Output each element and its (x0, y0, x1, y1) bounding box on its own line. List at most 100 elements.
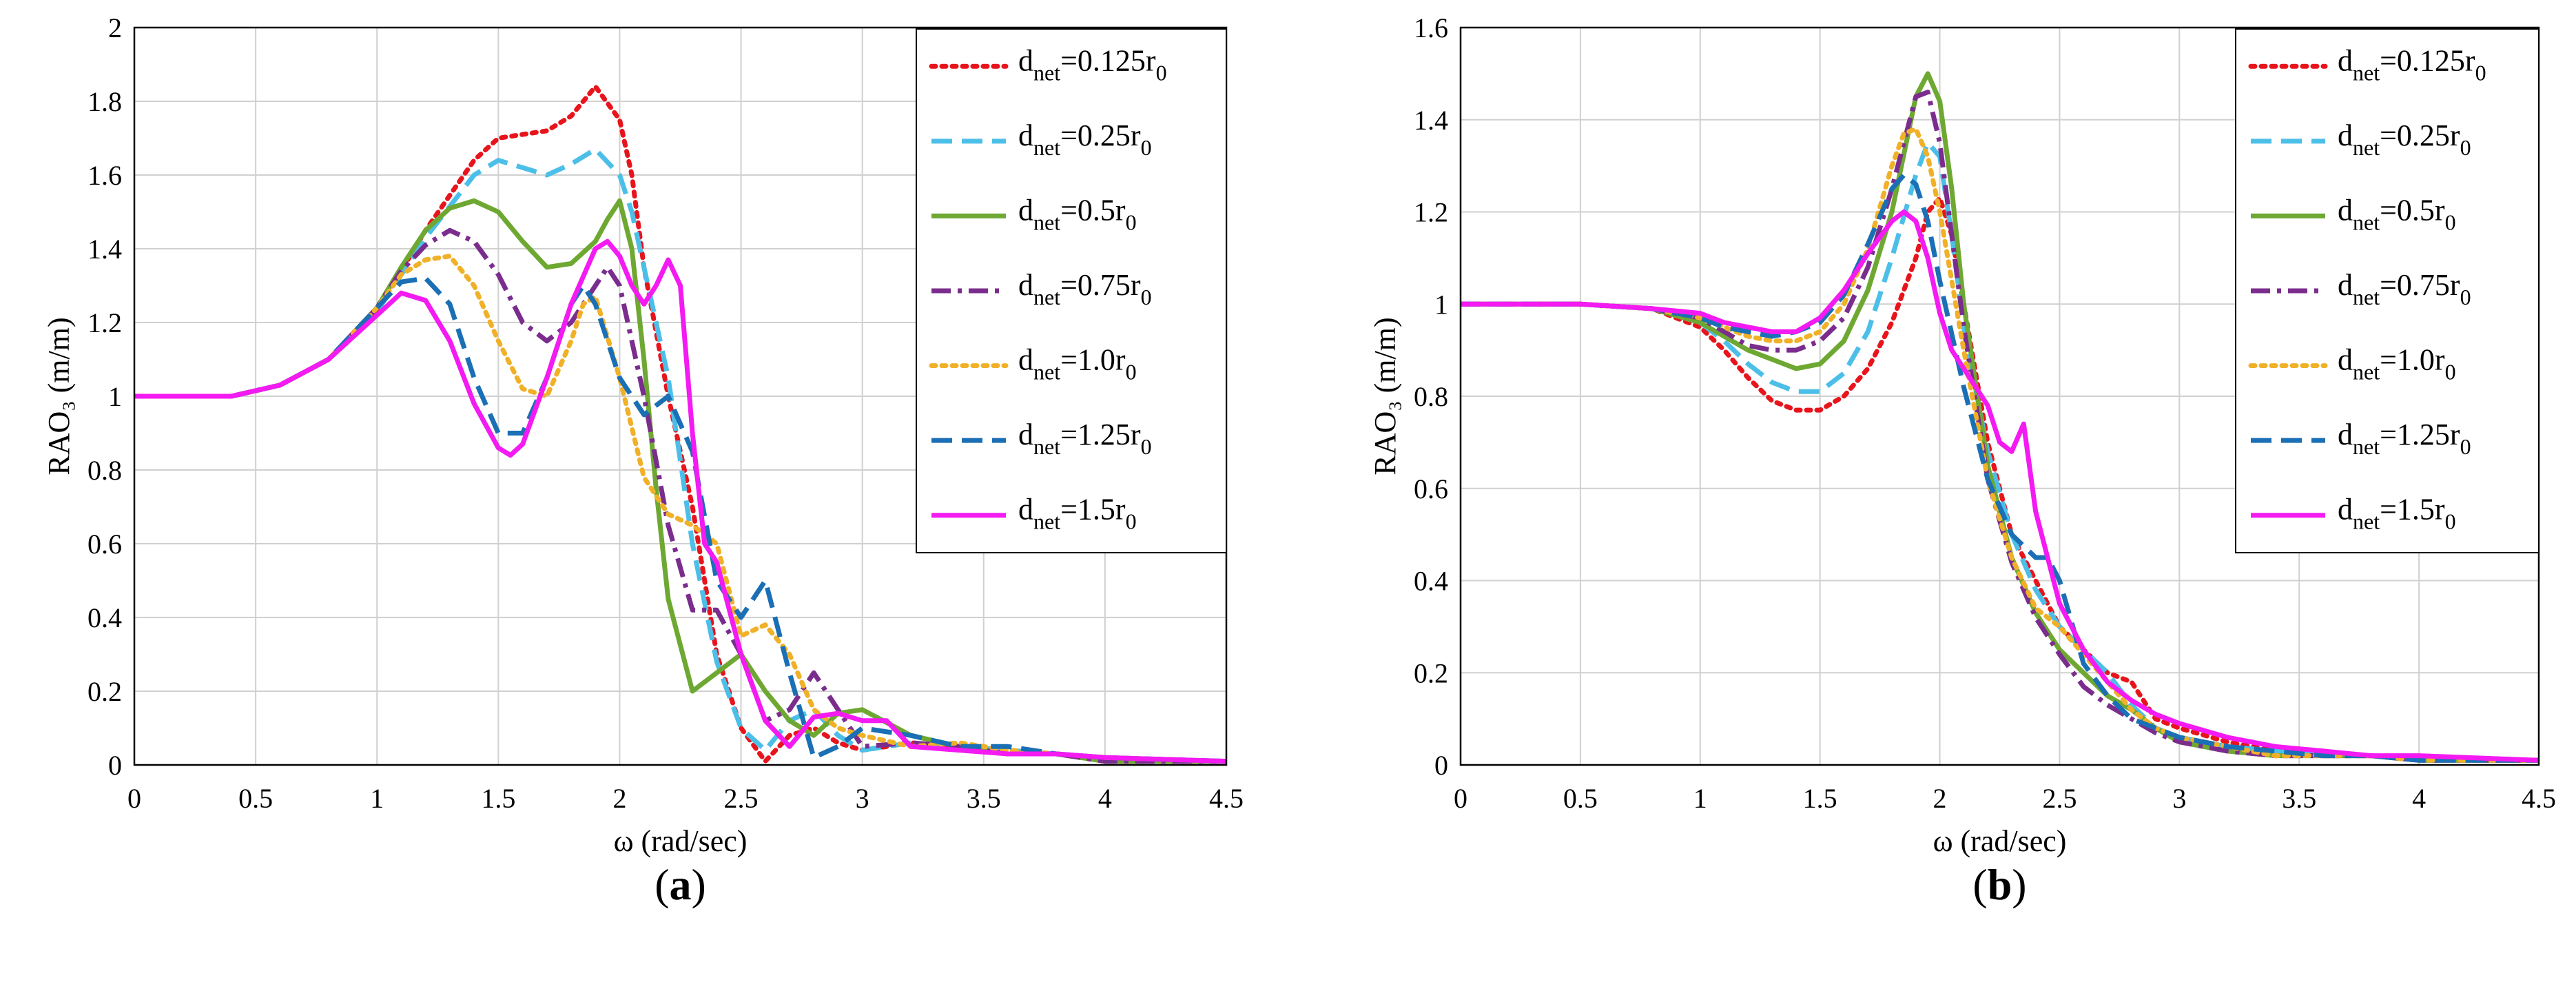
x-tick-label: 0.5 (1563, 783, 1598, 814)
y-tick-label: 1.2 (87, 307, 122, 338)
x-tick-label: 0.5 (238, 783, 273, 814)
legend-label-3: dnet=0.75r0 (2338, 268, 2471, 309)
series-group (1461, 71, 2539, 763)
y-tick-label: 1.4 (87, 234, 122, 265)
x-axis-label: ω (rad/sec) (614, 824, 748, 858)
legend-base: d (2338, 43, 2353, 77)
legend-value: =0.5r (2380, 193, 2445, 227)
series-line-3 (1461, 90, 2539, 763)
x-tick-label: 4.5 (2522, 783, 2556, 814)
series-line-6 (134, 238, 1226, 764)
y-tick-label: 0 (1434, 750, 1448, 781)
y-tick-label: 1 (1434, 289, 1448, 320)
legend-subscript-0: 0 (2475, 60, 2486, 85)
legend-label-6: dnet=1.5r0 (1018, 493, 1137, 534)
x-tick-label: 1.5 (1803, 783, 1837, 814)
y-tick-label: 0.2 (1414, 657, 1448, 688)
legend-subscript-0: 0 (2445, 360, 2456, 385)
legend-base: d (1018, 418, 1033, 451)
legend-value: =0.125r (1060, 43, 1156, 77)
y-tick-label: 0 (108, 750, 122, 781)
x-tick-label: 1.5 (481, 783, 515, 814)
chart-panel-a: 0 0.5 1 1.5 2 2.5 3 3.5 4 4.5 0 0.2 0.4 0.6 0.8 1 1.2 1.4… (42, 12, 1244, 909)
y-tick-label: 0.4 (87, 602, 122, 633)
y-tick-label: 1.6 (1414, 12, 1448, 43)
legend-subscript: net (1033, 434, 1060, 459)
legend-subscript: net (2353, 509, 2380, 534)
series-line-0 (1461, 195, 2539, 763)
legend-label-0: dnet=0.125r0 (2338, 43, 2486, 85)
legend-value: =1.25r (1060, 418, 1141, 451)
legend-base: d (1018, 268, 1033, 302)
x-tick-label: 2.5 (724, 783, 759, 814)
x-tick-label: 3 (856, 783, 869, 814)
legend-subscript: net (1033, 509, 1060, 534)
y-tick-label: 1.8 (87, 86, 122, 117)
x-tick-label: 2.5 (2042, 783, 2077, 814)
x-tick-label: 2 (612, 783, 626, 814)
legend-base: d (1018, 119, 1033, 152)
legend-subscript: net (1033, 60, 1060, 85)
legend-box (2235, 28, 2539, 553)
legend-subscript-0: 0 (1141, 285, 1152, 309)
legend-value: =0.125r (2380, 43, 2475, 77)
x-tick-label: 3 (2172, 783, 2186, 814)
panel-label: (b) (1972, 860, 2026, 909)
legend-base: d (2338, 343, 2353, 377)
legend-value: =1.25r (2380, 418, 2460, 451)
legend-value: =1.5r (1060, 493, 1126, 526)
chart-panel-b: 0 0.5 1 1.5 2 2.5 3 3.5 4 4.5 0 0.2 0.4 0.6 0.8 1 1.2 1.4… (1368, 12, 2556, 909)
y-tick-label: 0.2 (87, 676, 122, 707)
legend-subscript: net (1033, 209, 1060, 234)
legend-subscript-0: 0 (1126, 509, 1137, 534)
legend-label-4: dnet=1.0r0 (1018, 343, 1137, 385)
x-tick-label: 3.5 (967, 783, 1001, 814)
legend-value: =0.25r (2380, 119, 2460, 152)
legend-label-1: dnet=0.25r0 (1018, 119, 1152, 160)
legend-subscript-0: 0 (2460, 135, 2471, 160)
legend-subscript: net (1033, 135, 1060, 160)
legend-base: d (2338, 119, 2353, 152)
legend-base: d (1018, 193, 1033, 227)
legend-label-0: dnet=0.125r0 (1018, 43, 1167, 85)
legend-label-1: dnet=0.25r0 (2338, 119, 2471, 160)
y-tick-label: 0.6 (87, 529, 122, 560)
legend-subscript: net (2353, 285, 2380, 309)
y-tick-label: 0.6 (1414, 473, 1448, 504)
y-axis-label: RAO₃ (m/m) (1368, 317, 1402, 475)
panel-label: (a) (655, 860, 706, 909)
legend-label-6: dnet=1.5r0 (2338, 493, 2456, 534)
legend-label-3: dnet=0.75r0 (1018, 268, 1152, 309)
panel-letter: a (670, 860, 692, 909)
x-tick-label: 3.5 (2282, 783, 2316, 814)
x-tick-label: 4.5 (1209, 783, 1244, 814)
x-tick-label: 0 (1454, 783, 1467, 814)
legend-label-2: dnet=0.5r0 (2338, 193, 2456, 234)
legend-subscript-0: 0 (2460, 434, 2471, 459)
x-tick-label: 0 (127, 783, 141, 814)
y-axis-label: RAO₃ (m/m) (42, 317, 76, 475)
x-tick-label: 4 (2412, 783, 2426, 814)
legend-base: d (2338, 268, 2353, 302)
legend-subscript: net (2353, 209, 2380, 234)
legend-subscript: net (1033, 285, 1060, 309)
legend-label-5: dnet=1.25r0 (1018, 418, 1152, 459)
legend-subscript-0: 0 (2445, 509, 2456, 534)
legend-value: =0.25r (1060, 119, 1141, 152)
legend-subscript: net (1033, 360, 1060, 385)
legend-label-2: dnet=0.5r0 (1018, 193, 1137, 234)
legend-subscript-0: 0 (1141, 434, 1152, 459)
legend-value: =0.5r (1060, 193, 1126, 227)
legend-subscript-0: 0 (1141, 135, 1152, 160)
legend-subscript-0: 0 (2460, 285, 2471, 309)
legend-base: d (1018, 343, 1033, 377)
series-line-1 (134, 147, 1226, 764)
y-tick-label: 0.4 (1414, 566, 1448, 597)
y-tick-label: 0.8 (1414, 381, 1448, 412)
legend-subscript-0: 0 (1126, 360, 1137, 385)
series-line-6 (1461, 209, 2539, 763)
legend-value: =1.0r (2380, 343, 2445, 377)
legend-subscript: net (2353, 360, 2380, 385)
x-axis-label: ω (rad/sec) (1933, 824, 2067, 858)
